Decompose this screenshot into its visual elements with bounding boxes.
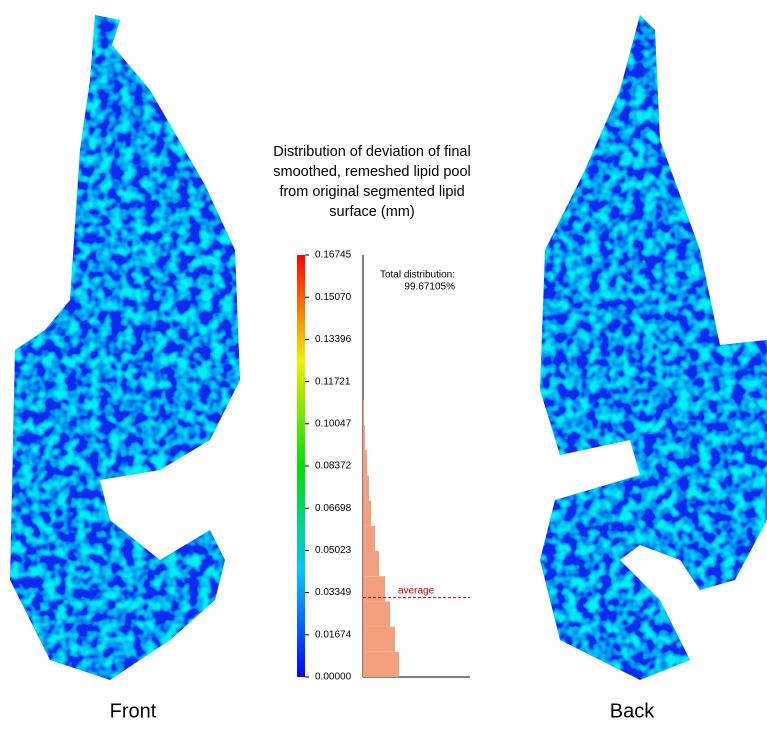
chart-title: Distribution of deviation of final smoot… [262,142,482,222]
y-tick-label: 0.15070 [315,292,352,303]
page: {"chart_data": { "type": "histogram", "t… [0,0,767,729]
y-tick-label: 0.03349 [315,587,352,598]
total-label: Total distribution: [380,270,455,281]
y-tick-label: 0.13396 [315,334,352,345]
hist-bar [363,526,375,551]
y-tick-label: 0.00000 [315,672,352,683]
view-label: Front [110,700,157,722]
y-tick-label: 0.10047 [315,418,352,429]
y-tick-label: 0.05023 [315,545,352,556]
chart: Total distribution: 99.67105% Front Back… [0,0,767,729]
hist-bar [363,551,379,576]
hist-bar [363,627,395,652]
total-value: 99.67105% [404,282,455,293]
front-surface [10,15,240,680]
hist-bar [363,652,399,677]
color-bar [297,255,305,677]
y-tick-label: 0.06698 [315,503,352,514]
view-label: Back [610,700,655,722]
hist-bar [363,425,365,450]
hist-bar [363,450,367,475]
hist-bar [363,400,364,425]
y-tick-label: 0.11721 [315,376,351,387]
y-tick-label: 0.08372 [315,461,352,472]
average-label: average [398,585,435,596]
hist-bar [363,501,371,526]
back-surface [540,15,767,680]
hist-bar [363,475,369,500]
y-tick-label: 0.01674 [315,629,352,640]
y-tick-label: 0.16745 [315,250,352,261]
hist-bar [363,601,390,626]
